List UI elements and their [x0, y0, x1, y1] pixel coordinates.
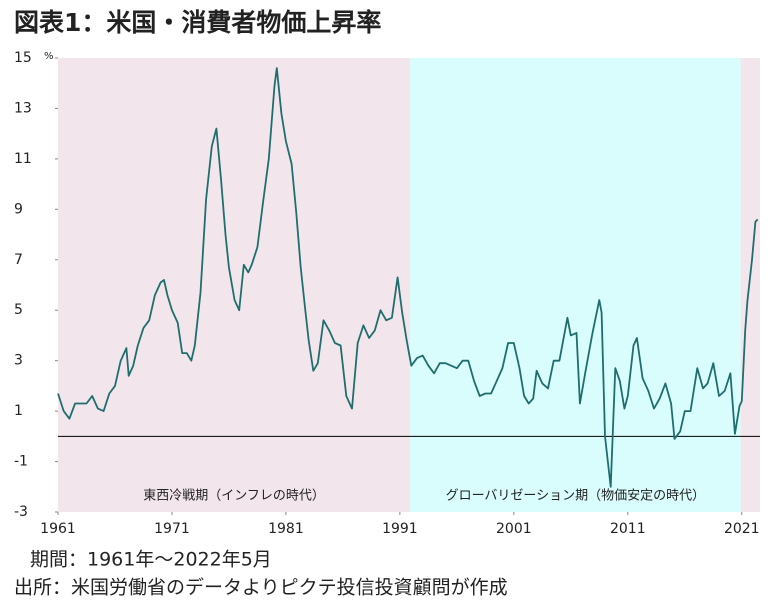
- cpi-line: [57, 67, 759, 488]
- y-tick-label: 11: [14, 151, 32, 167]
- x-tick-label: 2021: [724, 521, 760, 537]
- y-tick-label: 5: [14, 302, 23, 318]
- y-tick-label: 9: [14, 201, 23, 217]
- x-tick-label: 1991: [382, 521, 418, 537]
- period-band: [410, 58, 741, 512]
- y-tick-label: -1: [14, 454, 28, 470]
- note: 期間：1961年～2022年5月: [30, 549, 272, 571]
- note: 出所：米国労働省のデータよりピクテ投信投資顧問が作成: [14, 577, 508, 599]
- y-tick-label: 1: [14, 403, 23, 419]
- period-band: [58, 58, 411, 512]
- x-tick-label: 2011: [610, 521, 646, 537]
- period-band: [740, 58, 760, 512]
- x-tick-label: 2001: [496, 521, 532, 537]
- x-tick-label: 1981: [268, 521, 304, 537]
- x-tick-label: 1961: [40, 521, 76, 537]
- y-unit: %: [44, 51, 54, 62]
- y-tick-label: 3: [14, 353, 23, 369]
- chart-title: 図表1：米国・消費者物価上昇率: [14, 8, 381, 37]
- y-tick-label: 7: [14, 252, 23, 268]
- period-label: 東西冷戦期（インフレの時代）: [143, 488, 325, 504]
- y-tick-label: -3: [14, 504, 28, 520]
- period-label: グローバリゼーション期（物価安定の時代）: [446, 489, 706, 504]
- y-tick-label: 15: [14, 50, 32, 66]
- y-tick-label: 13: [14, 100, 32, 116]
- x-tick-label: 1971: [154, 521, 190, 537]
